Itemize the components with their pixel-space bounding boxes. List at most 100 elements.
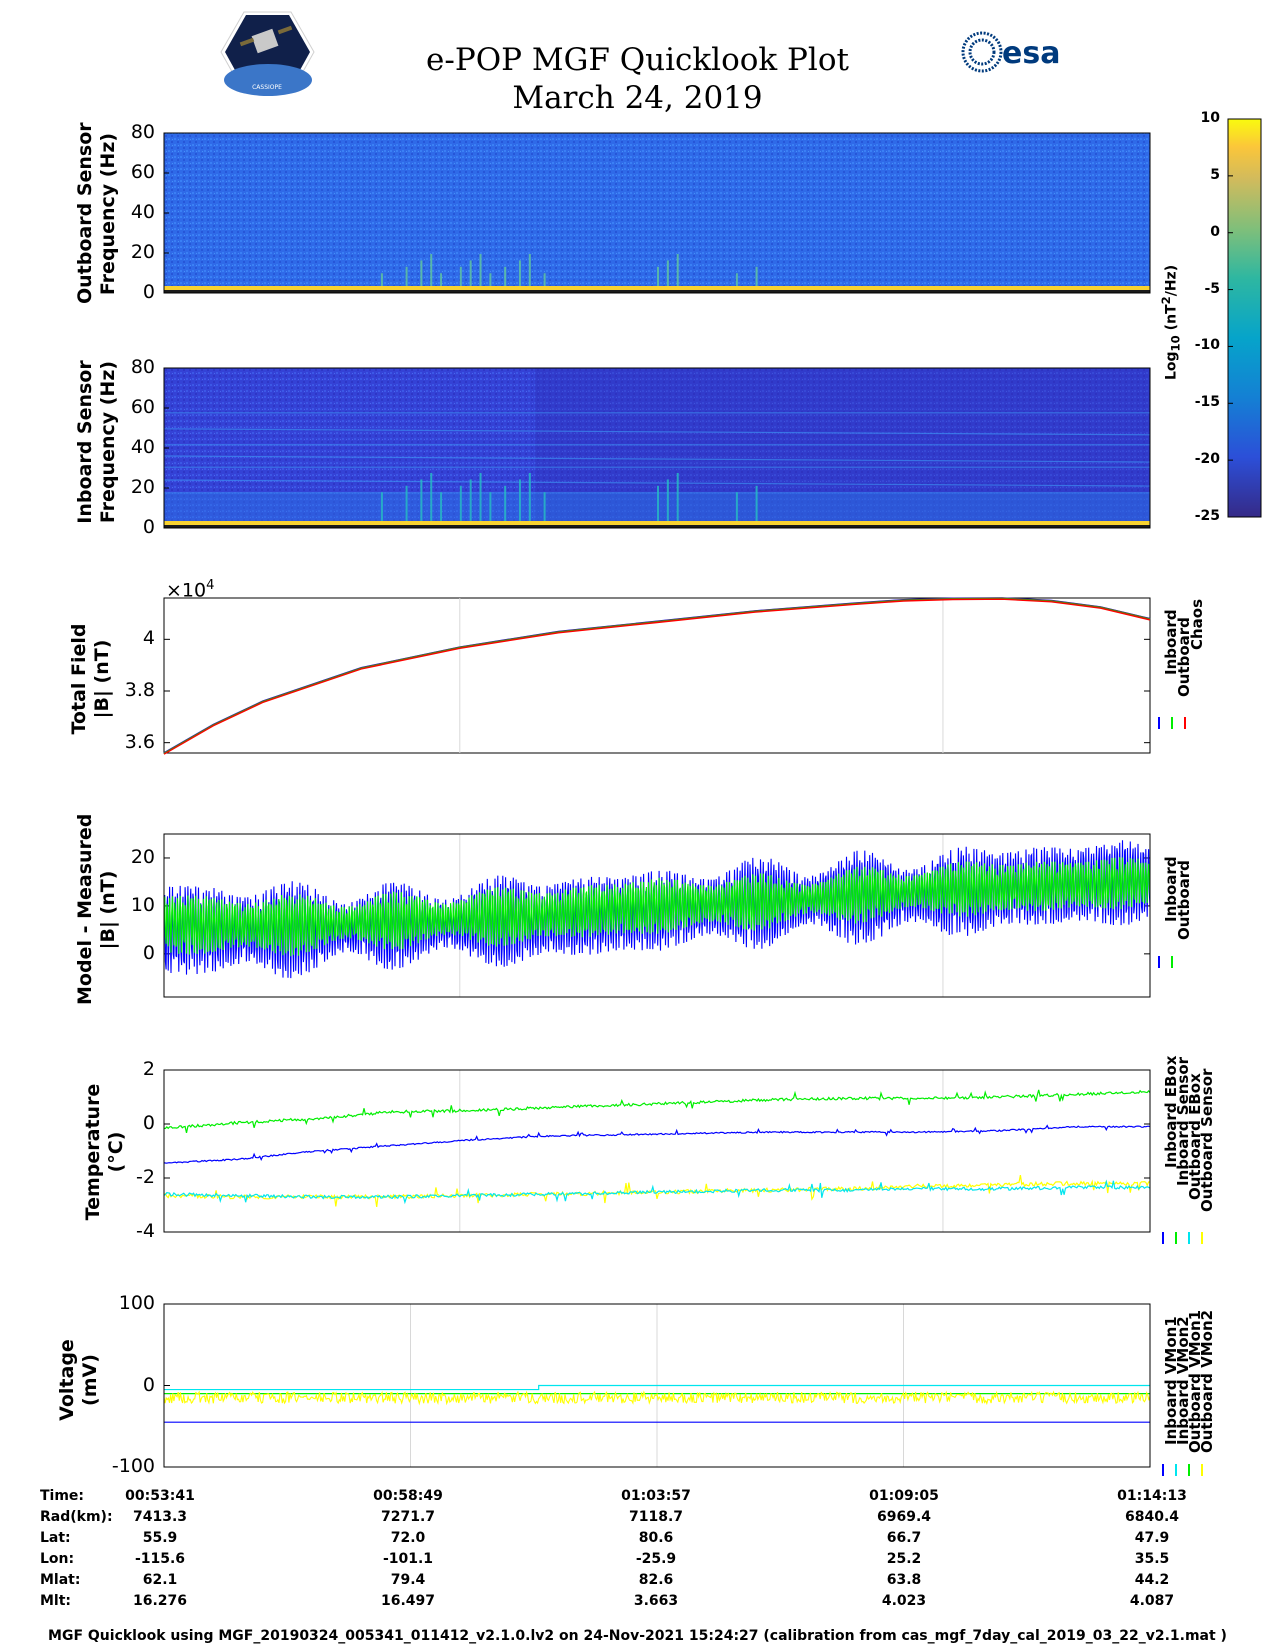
- model-measured-border: [163, 833, 1151, 998]
- temperature-plot-area: [164, 1089, 1150, 1207]
- total-field-frame: [163, 597, 1151, 754]
- ephemeris-cell: 3.663: [633, 1593, 679, 1609]
- ephemeris-cell: 63.8: [886, 1572, 922, 1588]
- model-measured-outboard-line: [164, 857, 1150, 957]
- ephemeris-cell: 6969.4: [876, 1509, 932, 1525]
- spectrogram-0-burst: [420, 260, 423, 286]
- spectrogram-1-burst: [657, 485, 659, 521]
- spectrogram-0-ytick: 80: [130, 121, 155, 143]
- temperature-ytick: 2: [142, 1058, 155, 1080]
- ephemeris-cell: 00:58:49: [373, 1488, 443, 1504]
- spectrogram-0-burst: [405, 266, 408, 286]
- ephemeris-cell: 7271.7: [380, 1509, 436, 1525]
- ephemeris-cell: 4.023: [881, 1593, 927, 1609]
- ephemeris-cell: 25.2: [886, 1551, 922, 1567]
- spectrogram-0-burst: [543, 273, 546, 286]
- voltage-plot-area: [164, 1384, 1150, 1423]
- colorbar-tick: -15: [1194, 394, 1220, 411]
- temperature-inboard-sensor-line: [164, 1089, 1150, 1134]
- ephemeris-cell: 7413.3: [132, 1509, 188, 1525]
- spectrogram-0-burst: [479, 254, 482, 286]
- colorbar-label: Log10 (nT2/Hz): [1159, 264, 1183, 380]
- spectrogram-1-burst: [676, 473, 679, 521]
- temperature-border: [163, 1069, 1151, 1233]
- ephemeris-cell: 80.6: [638, 1530, 674, 1546]
- ephemeris-cell: 82.6: [638, 1572, 674, 1588]
- spectrogram-1-burst: [518, 479, 521, 521]
- spectrogram-1-burst: [405, 485, 408, 521]
- spectrogram-1-ytick: 80: [130, 356, 155, 378]
- cassiope-logo-graphic: CASSIOPE: [220, 11, 315, 96]
- svg-text:esa: esa: [1002, 36, 1060, 71]
- ephemeris-cell: -101.1: [382, 1551, 434, 1567]
- spectrogram-1-dc-dark: [164, 525, 1150, 528]
- ephemeris-cell: 01:09:05: [869, 1488, 939, 1504]
- spectrogram-1-burst: [504, 485, 507, 521]
- svg-text:CASSIOPE: CASSIOPE: [252, 84, 282, 91]
- ephemeris-cell: 6840.4: [1124, 1509, 1180, 1525]
- total-field-ytick: 3.6: [124, 730, 155, 753]
- spectrogram-0-burst: [666, 260, 669, 286]
- spectrogram-1-burst: [380, 492, 383, 521]
- ephemeris-row-label: Mlat:: [40, 1572, 81, 1588]
- total-field-overlap-line: [163, 597, 1151, 754]
- spectrogram-0-burst: [489, 273, 492, 286]
- spectrogram-1-burst: [755, 485, 758, 521]
- ephemeris-cell: -25.9: [635, 1551, 677, 1567]
- spectrogram-0-ytick: 40: [130, 201, 155, 223]
- temperature-inboard-ebox-line: [164, 1124, 1150, 1164]
- spectrogram-1-burst: [489, 492, 492, 521]
- spectrogram-0-burst: [459, 266, 462, 286]
- voltage-ytick: 0: [142, 1373, 155, 1396]
- total-field-chaos-line: [163, 598, 1151, 755]
- cassiope-logo: CASSIOPE: [220, 10, 315, 96]
- spectrogram-0-burst: [518, 260, 521, 286]
- ephemeris-row-label: Time:: [40, 1488, 85, 1504]
- ephemeris-cell: 35.5: [1134, 1551, 1170, 1567]
- colorbar-tick: 0: [1210, 223, 1220, 240]
- ephemeris-cell: -115.6: [134, 1551, 186, 1567]
- model-measured-ytick: 0: [142, 941, 155, 964]
- colorbar-tick: -10: [1194, 337, 1220, 354]
- colorbar-tick: -5: [1204, 280, 1220, 297]
- temperature-ytick: 0: [142, 1112, 155, 1134]
- spectrogram-0-dc-band: [164, 286, 1150, 290]
- footer-caption: MGF Quicklook using MGF_20190324_005341_…: [48, 1628, 1227, 1644]
- colorbar-tick: 10: [1200, 110, 1220, 126]
- total-field-ytick: 4: [142, 627, 155, 650]
- ephemeris-cell: 55.9: [142, 1530, 178, 1546]
- ephemeris-cell: 62.1: [142, 1572, 178, 1588]
- temperature-legend-outboard-sensor: Outboard Sensor: [1198, 1068, 1216, 1212]
- spectrogram-0-burst: [430, 254, 433, 286]
- spectrogram-1-burst: [440, 492, 443, 521]
- voltage-ytick: 100: [118, 1292, 155, 1314]
- spectrogram-1-burst: [420, 479, 423, 521]
- esa-logo-graphic: esa: [961, 31, 1060, 73]
- colorbar-tick: -25: [1194, 508, 1220, 524]
- spectrogram-1-burst: [543, 492, 546, 521]
- colorbar-tick: -20: [1194, 451, 1220, 468]
- spectrogram-1-ytick: 20: [130, 476, 155, 498]
- ephemeris-row-label: Mlt:: [40, 1593, 72, 1609]
- spectrogram-0-burst: [469, 260, 472, 286]
- spectrogram-1-ytick: 0: [142, 516, 155, 538]
- temperature-ytick: -4: [136, 1220, 155, 1242]
- spectrogram-0-burst: [755, 266, 758, 286]
- spectrogram-0-ytick: 20: [130, 241, 155, 263]
- total-field-legend-chaos: Chaos: [1188, 598, 1206, 650]
- spectrogram-1-burst: [666, 479, 669, 521]
- temperature-ylabel: Temperature (°C): [82, 1083, 127, 1221]
- spectrogram-1-shade: [535, 368, 1150, 528]
- voltage-inboard-vmon2-line: [164, 1384, 1150, 1391]
- spectrogram-1-burst: [735, 492, 738, 521]
- spectrogram-1-burst: [479, 473, 482, 521]
- esa-logo: esa: [961, 30, 1082, 74]
- temperature-outboard-ebox-line: [164, 1179, 1150, 1205]
- spectrogram-1-harmonic: [163, 455, 1151, 463]
- spectrogram-1-burst: [430, 473, 433, 521]
- ephemeris-cell: 79.4: [390, 1572, 426, 1588]
- total-field-exponent: ×104: [166, 578, 215, 602]
- ephemeris-cell: 44.2: [1134, 1572, 1170, 1588]
- model-measured-plot-area: [164, 840, 1150, 979]
